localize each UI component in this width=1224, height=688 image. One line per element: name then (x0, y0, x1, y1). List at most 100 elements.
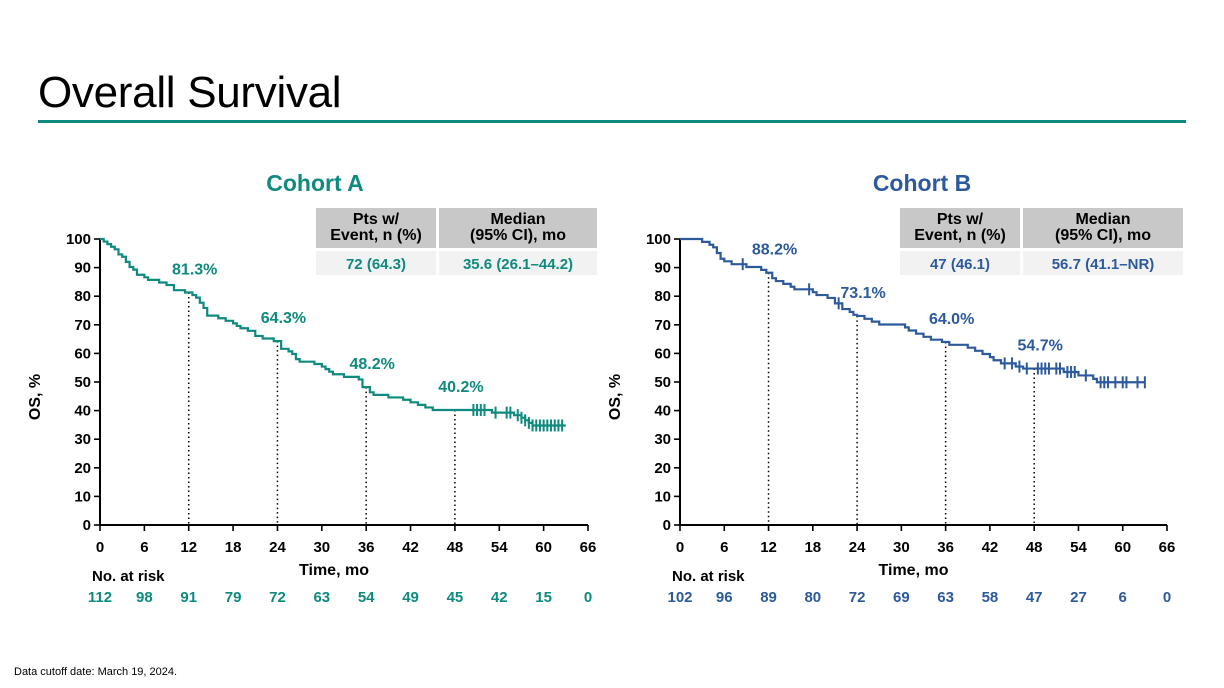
x-tick-label: 36 (358, 539, 375, 556)
risk-count: 49 (402, 589, 419, 606)
table-value-cell (316, 251, 436, 275)
risk-count: 0 (584, 589, 592, 606)
y-tick-label: 60 (74, 345, 91, 362)
table-value-cell (900, 251, 1020, 275)
risk-count: 69 (893, 589, 910, 606)
risk-count: 63 (937, 589, 954, 606)
y-tick-label: 30 (74, 431, 91, 448)
risk-count: 42 (491, 589, 508, 606)
x-tick-label: 66 (580, 539, 597, 556)
landmark-label: 54.7% (1017, 338, 1062, 355)
x-tick-label: 54 (491, 539, 508, 556)
table-header-cell (900, 208, 1020, 248)
risk-count: 80 (804, 589, 821, 606)
survival-curve (680, 237, 1145, 384)
table-header-text: Median (1075, 211, 1130, 228)
y-tick-label: 70 (74, 317, 91, 334)
x-tick-label: 6 (140, 539, 148, 556)
table-header-cell (316, 208, 436, 248)
risk-count: 0 (1163, 589, 1171, 606)
x-tick-label: 66 (1159, 539, 1176, 556)
y-tick-label: 0 (83, 517, 91, 534)
title-divider (38, 120, 1186, 123)
survival-curve (100, 237, 566, 427)
landmark-label: 64.3% (261, 310, 306, 327)
y-tick-label: 10 (654, 488, 671, 505)
y-tick-label: 90 (654, 260, 671, 277)
risk-count: 27 (1070, 589, 1087, 606)
risk-count: 47 (1026, 589, 1043, 606)
y-tick-label: 10 (74, 488, 91, 505)
x-tick-label: 0 (676, 539, 684, 556)
chart-title: Cohort A (266, 170, 364, 196)
risk-count: 58 (982, 589, 999, 606)
risk-count: 72 (269, 589, 286, 606)
x-tick-label: 0 (96, 539, 104, 556)
risk-count: 45 (447, 589, 464, 606)
risk-count: 102 (667, 589, 692, 606)
y-tick-label: 100 (66, 231, 91, 248)
y-tick-label: 80 (74, 288, 91, 305)
x-tick-label: 48 (447, 539, 464, 556)
table-header-text: (95% CI), mo (1055, 227, 1151, 244)
y-tick-label: 100 (646, 231, 671, 248)
y-tick-label: 60 (654, 345, 671, 362)
x-tick-label: 30 (313, 539, 330, 556)
risk-count: 91 (180, 589, 197, 606)
y-tick-label: 80 (654, 288, 671, 305)
table-value-cell (1023, 251, 1183, 275)
x-tick-label: 60 (1114, 539, 1131, 556)
y-tick-label: 30 (654, 431, 671, 448)
y-tick-label: 50 (74, 374, 91, 391)
risk-count: 89 (760, 589, 777, 606)
risk-count: 54 (358, 589, 375, 606)
risk-count: 98 (136, 589, 153, 606)
x-tick-label: 48 (1026, 539, 1043, 556)
landmark-label: 64.0% (929, 311, 974, 328)
x-tick-label: 42 (402, 539, 419, 556)
table-value-text: 72 (64.3) (346, 256, 406, 273)
y-tick-label: 40 (74, 403, 91, 420)
y-tick-label: 70 (654, 317, 671, 334)
table-value-text: 56.7 (41.1–NR) (1052, 256, 1155, 273)
risk-table-label: No. at risk (92, 568, 165, 585)
chart-title: Cohort B (873, 170, 971, 196)
risk-table-label: No. at risk (672, 568, 745, 585)
page-title: Overall Survival (38, 68, 342, 117)
x-tick-label: 54 (1070, 539, 1087, 556)
y-tick-label: 50 (654, 374, 671, 391)
x-tick-label: 42 (982, 539, 999, 556)
table-value-text: 47 (46.1) (930, 256, 990, 273)
x-axis-label: Time, mo (879, 562, 949, 579)
footnote: Data cutoff date: March 19, 2024. (14, 666, 178, 678)
table-value-text: 35.6 (26.1–44.2) (463, 256, 573, 273)
risk-count: 6 (1119, 589, 1127, 606)
x-axis-label: Time, mo (299, 562, 369, 579)
y-tick-label: 40 (654, 403, 671, 420)
x-tick-label: 6 (720, 539, 728, 556)
table-header-text: Pts w/ (937, 211, 984, 228)
y-axis-label: OS, % (27, 374, 44, 420)
landmark-label: 81.3% (172, 261, 217, 278)
x-tick-label: 12 (180, 539, 197, 556)
risk-count: 63 (313, 589, 330, 606)
y-tick-label: 20 (654, 460, 671, 477)
table-header-text: (95% CI), mo (470, 227, 566, 244)
y-axis-label: OS, % (607, 374, 624, 420)
x-tick-label: 60 (535, 539, 552, 556)
table-header-cell (439, 208, 597, 248)
landmark-label: 73.1% (840, 285, 885, 302)
x-tick-label: 18 (225, 539, 242, 556)
landmark-label: 48.2% (349, 356, 394, 373)
x-tick-label: 12 (760, 539, 777, 556)
risk-count: 72 (849, 589, 866, 606)
y-tick-label: 0 (663, 517, 671, 534)
table-header-text: Pts w/ (353, 211, 400, 228)
risk-count: 15 (535, 589, 552, 606)
risk-count: 79 (225, 589, 242, 606)
table-value-cell (439, 251, 597, 275)
risk-count: 112 (88, 589, 112, 606)
landmark-label: 88.2% (752, 242, 797, 259)
table-header-text: Median (490, 211, 545, 228)
risk-count: 96 (716, 589, 733, 606)
